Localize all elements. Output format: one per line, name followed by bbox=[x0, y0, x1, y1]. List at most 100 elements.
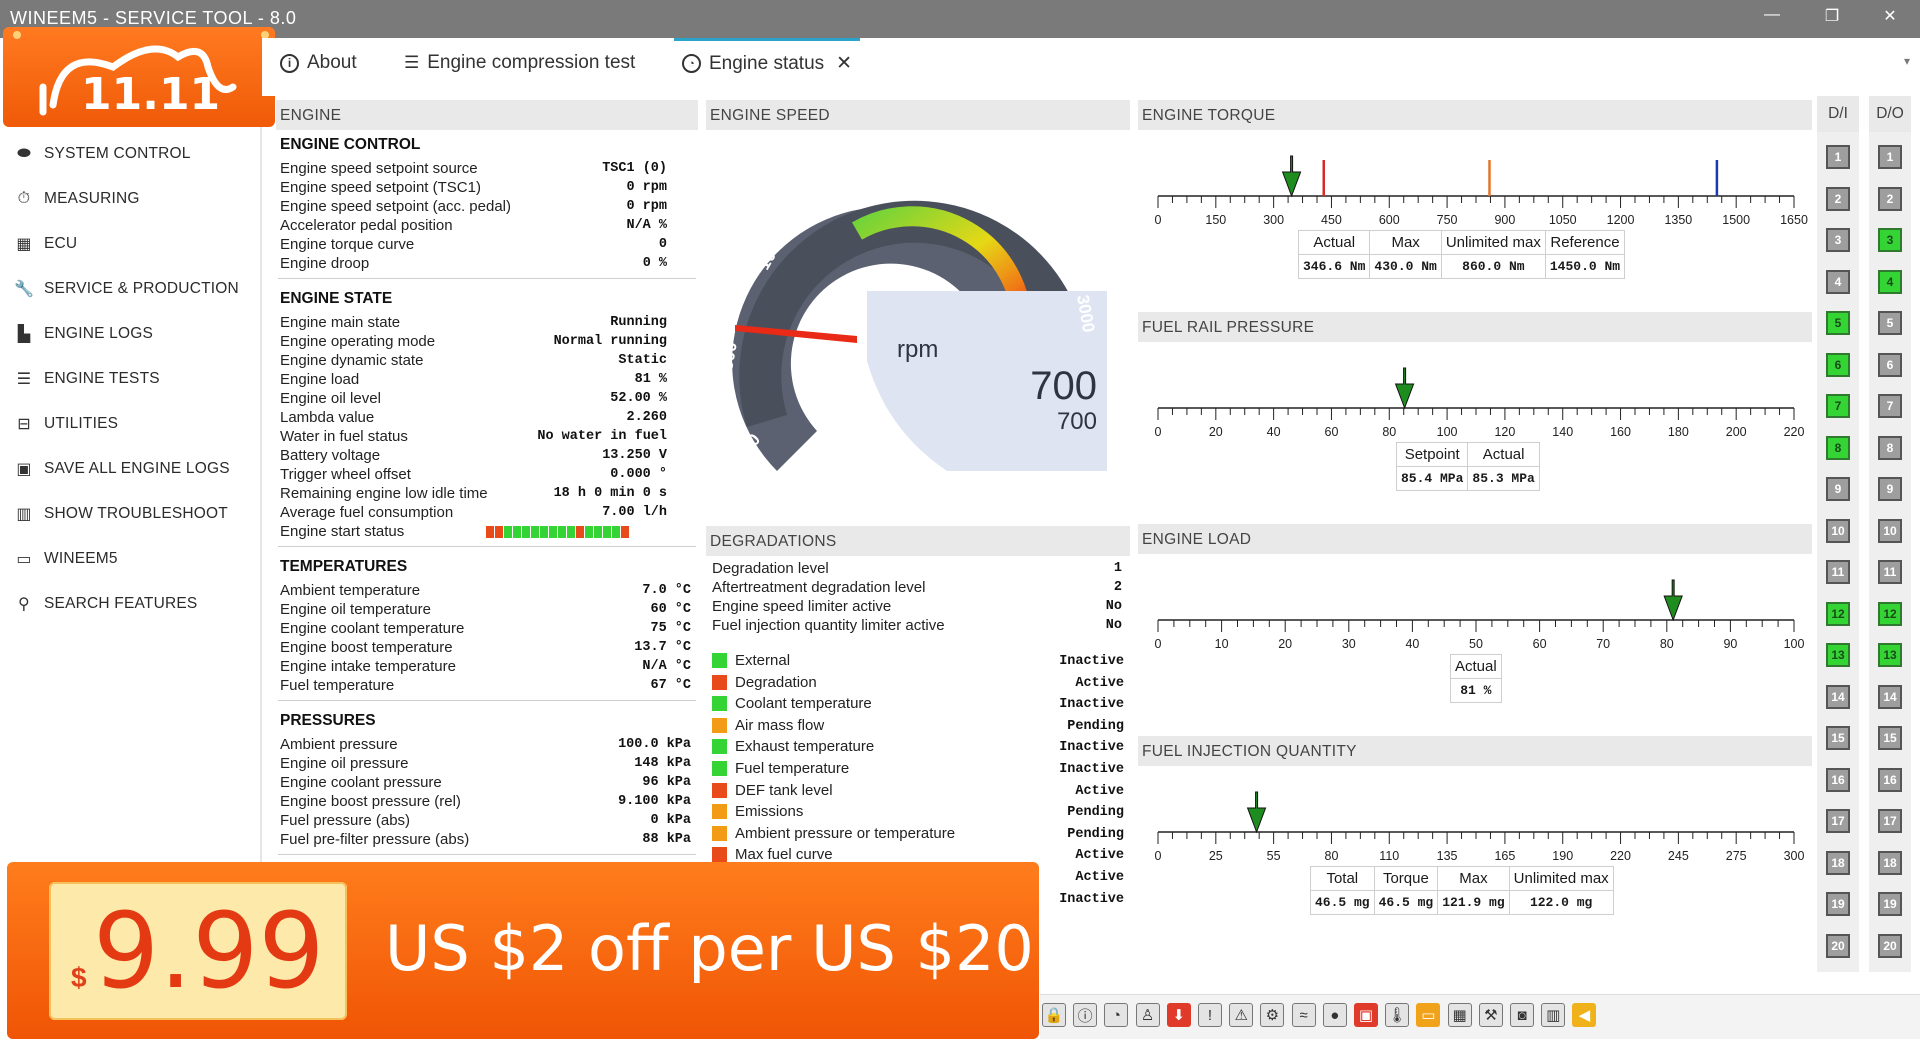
coolant-icon[interactable]: ≈ bbox=[1291, 1003, 1316, 1027]
tab-engine-status[interactable]: ◔ Engine status ✕ bbox=[673, 38, 861, 75]
sidebar-item-utilities[interactable]: ⊟ UTILITIES bbox=[14, 414, 118, 434]
degradation-status: Active bbox=[1075, 783, 1124, 799]
sidebar-item-engine-tests[interactable]: ☰ ENGINE TESTS bbox=[14, 369, 160, 389]
status-segment bbox=[612, 526, 620, 538]
tab-engine-compression-test[interactable]: ☰ Engine compression test bbox=[404, 52, 635, 74]
sidebar-item-service-production[interactable]: 🔧 SERVICE & PRODUCTION bbox=[14, 279, 239, 299]
engine-data-row: Engine boost temperature 13.7 °C bbox=[280, 639, 700, 658]
battery-icon[interactable]: ▭ bbox=[1416, 1003, 1441, 1027]
heater-icon[interactable]: ▥ bbox=[1541, 1003, 1566, 1027]
di-indicator-6: 6 bbox=[1826, 352, 1850, 377]
sidebar-item-ecu[interactable]: ▦ ECU bbox=[14, 234, 77, 254]
row-value: 0 rpm bbox=[626, 199, 667, 214]
row-value: Static bbox=[618, 353, 667, 368]
do-indicator-8: 8 bbox=[1878, 435, 1902, 460]
status-segment bbox=[621, 526, 629, 538]
sidebar-item-show-troubleshoot[interactable]: ▥ SHOW TROUBLESHOOT bbox=[14, 504, 228, 524]
gauge-readout-panel bbox=[867, 291, 1107, 471]
degradation-item: Max fuel curve bbox=[712, 846, 833, 863]
oil-icon[interactable]: ● bbox=[1322, 1003, 1347, 1027]
engine-icon[interactable]: ⚙ bbox=[1260, 1003, 1285, 1027]
restore-button[interactable]: ❐ bbox=[1824, 8, 1840, 25]
person-icon[interactable]: ♙ bbox=[1135, 1003, 1160, 1027]
sidebar-item-label: ENGINE LOGS bbox=[44, 325, 154, 342]
degradation-item: DEF tank level bbox=[712, 782, 833, 799]
engine-data-row: Engine speed setpoint (TSC1) 0 rpm bbox=[280, 179, 700, 198]
info-icon: i bbox=[280, 53, 299, 73]
row-value: 18 h 0 min 0 s bbox=[553, 486, 667, 501]
gauge-icon: ◔ bbox=[682, 54, 701, 73]
engine-data-row: Engine oil pressure 148 kPa bbox=[280, 755, 700, 774]
scale-tick-label: 25 bbox=[1209, 849, 1223, 863]
alert-circle-icon[interactable]: ! bbox=[1198, 1003, 1222, 1027]
sidebar-item-label: ENGINE TESTS bbox=[44, 370, 160, 387]
status-segment bbox=[522, 526, 530, 538]
engine-data-row: Engine speed setpoint (acc. pedal) 0 rpm bbox=[280, 198, 700, 217]
overflow-chevron-icon[interactable]: ▾ bbox=[1903, 54, 1910, 68]
row-label: Engine speed setpoint (acc. pedal) bbox=[280, 198, 511, 215]
engine-data-row: Engine boost pressure (rel) 9.100 kPa bbox=[280, 793, 700, 812]
tab-label: About bbox=[307, 52, 357, 73]
row-value: 9.100 kPa bbox=[618, 794, 691, 809]
sidebar-item-system-control[interactable]: ⬬ SYSTEM CONTROL bbox=[14, 144, 191, 164]
lock-icon[interactable]: 🔒 bbox=[1042, 1003, 1066, 1027]
scale-tick-label: 150 bbox=[1205, 213, 1226, 227]
list-icon: ☰ bbox=[404, 53, 420, 72]
info-icon[interactable]: ⓘ bbox=[1073, 1003, 1098, 1027]
toolbox-icon: ⊟ bbox=[17, 416, 31, 433]
tab-about[interactable]: i About bbox=[280, 52, 357, 74]
column-value: 346.6 Nm bbox=[1297, 254, 1371, 279]
di-indicator-16: 16 bbox=[1826, 767, 1850, 792]
status-segment bbox=[576, 526, 584, 538]
row-value: 148 kPa bbox=[634, 756, 691, 771]
row-label: Engine boost pressure (rel) bbox=[280, 793, 461, 810]
scale-tick-label: 40 bbox=[1405, 637, 1419, 651]
degradation-status: Active bbox=[1075, 870, 1124, 885]
degradation-data-row: Degradation level 1 bbox=[712, 560, 1128, 579]
degradation-status: Pending bbox=[1067, 718, 1124, 734]
column-value: 85.4 MPa bbox=[1395, 466, 1469, 491]
scale-tick-label: 80 bbox=[1325, 849, 1339, 863]
row-value: 0 kPa bbox=[650, 813, 691, 828]
download-icon[interactable]: ⬇ bbox=[1166, 1003, 1191, 1027]
sidebar-item-engine-logs[interactable]: ▙ ENGINE LOGS bbox=[14, 324, 153, 344]
row-value: 2 bbox=[1113, 580, 1122, 595]
scale-tick-label: 165 bbox=[1494, 849, 1515, 863]
ecu-red-icon[interactable]: ▣ bbox=[1354, 1003, 1378, 1027]
sidebar-item-save-all-engine-logs[interactable]: ▣ SAVE ALL ENGINE LOGS bbox=[14, 459, 230, 479]
value-pointer-icon bbox=[1663, 579, 1683, 622]
sidebar-item-label: ECU bbox=[44, 235, 78, 252]
status-segment bbox=[567, 526, 575, 538]
status-square-icon bbox=[712, 717, 727, 733]
engine-data-row: Ambient temperature 7.0 °C bbox=[280, 582, 700, 601]
price-box: $ 9.99 bbox=[49, 882, 347, 1020]
scale-tick-label: 0 bbox=[1155, 425, 1162, 439]
fuel-rail-pressure-panel: 0 20 40 60 80 100 120 140 160 180 200 220 Setpoint Ac… bbox=[1138, 342, 1812, 522]
minimize-button[interactable]: — bbox=[1764, 6, 1780, 23]
temperature-icon[interactable]: 🌡 bbox=[1385, 1003, 1410, 1027]
horn-icon[interactable]: ◀ bbox=[1572, 1003, 1597, 1027]
engine-data-row: Fuel pre-filter pressure (abs) 88 kPa bbox=[280, 831, 700, 850]
sidebar-item-search-features[interactable]: ⚲ SEARCH FEATURES bbox=[14, 594, 197, 614]
scale-tick-label: 40 bbox=[1267, 425, 1281, 439]
row-value: Running bbox=[610, 315, 667, 330]
sidebar-item-wineem5[interactable]: ▭ WINEEM5 bbox=[14, 549, 118, 569]
do-indicator-19: 19 bbox=[1878, 892, 1902, 916]
gauge-icon[interactable]: ◔ bbox=[1104, 1003, 1129, 1027]
camera-icon[interactable]: ◙ bbox=[1510, 1003, 1534, 1027]
scale-tick-label: 1200 bbox=[1607, 213, 1635, 227]
engine-data-row: Engine torque curve 0 bbox=[280, 236, 700, 255]
row-value: TSC1 (0) bbox=[602, 161, 667, 176]
di-indicator-10: 10 bbox=[1826, 518, 1850, 543]
row-label: Engine dynamic state bbox=[280, 352, 424, 369]
grid-icon[interactable]: ▦ bbox=[1447, 1003, 1472, 1027]
engine-data-row: Accelerator pedal position N/A % bbox=[280, 217, 700, 236]
di-indicator-19: 19 bbox=[1826, 892, 1850, 916]
close-tab-icon[interactable]: ✕ bbox=[836, 53, 853, 74]
wrench-icon[interactable]: ⚒ bbox=[1478, 1003, 1503, 1027]
row-label: Accelerator pedal position bbox=[280, 217, 453, 234]
warning-icon[interactable]: ⚠ bbox=[1229, 1003, 1254, 1027]
close-window-button[interactable]: ✕ bbox=[1883, 8, 1897, 25]
sidebar-item-measuring[interactable]: ⏱ MEASURING bbox=[14, 189, 140, 209]
fuel-injection-values-table: Total Torque Max Unlimited max 46.5 mg 46.5 m… bbox=[1310, 866, 1614, 915]
